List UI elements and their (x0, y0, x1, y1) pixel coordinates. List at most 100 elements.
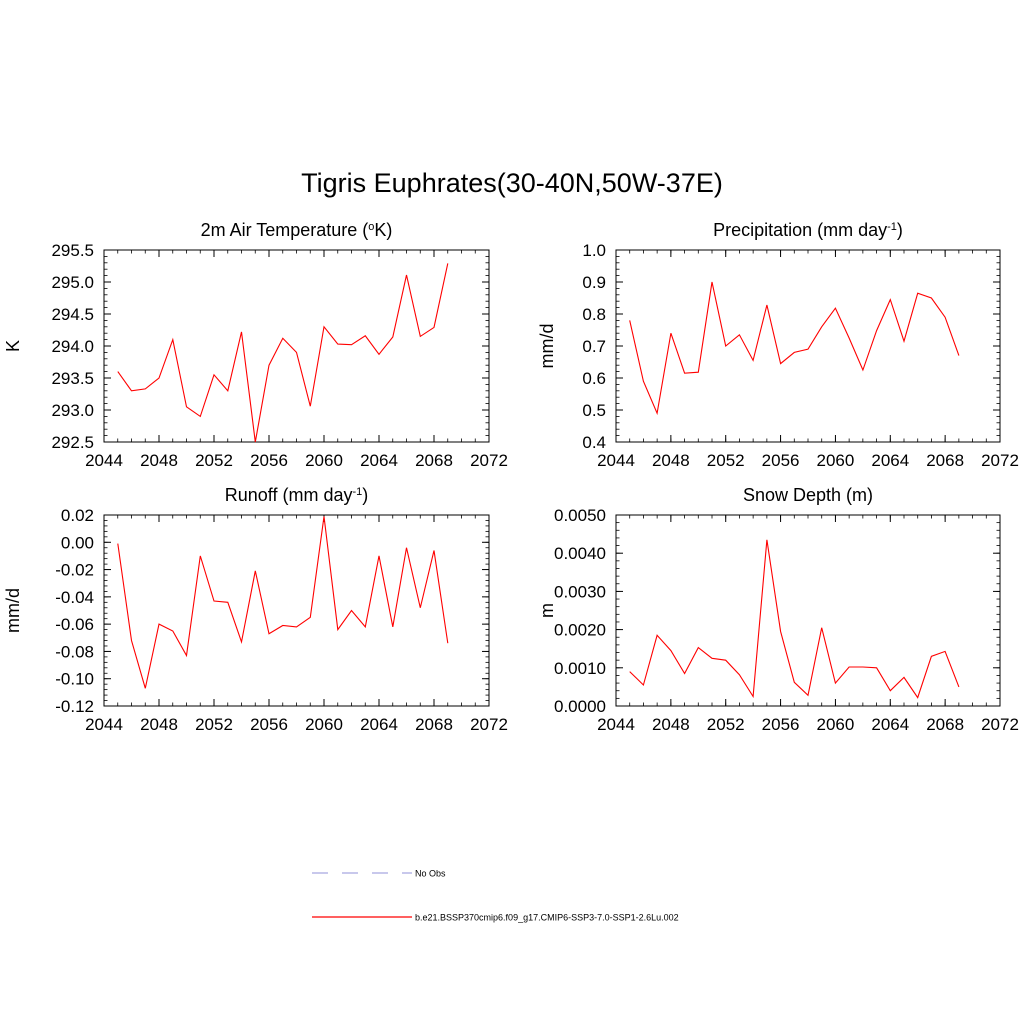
y-tick-label: 0.0040 (554, 544, 606, 563)
data-point (876, 667, 877, 668)
data-point (835, 308, 836, 309)
data-point (241, 641, 242, 642)
data-point (282, 338, 283, 339)
data-point (876, 330, 877, 331)
data-point (420, 607, 421, 608)
y-tick-label: 0.02 (61, 506, 94, 525)
x-tick-label: 2052 (195, 715, 233, 734)
x-tick-label: 2048 (652, 715, 690, 734)
data-point (268, 365, 269, 366)
data-point (753, 360, 754, 361)
data-point (739, 334, 740, 335)
data-point (351, 344, 352, 345)
data-point (365, 626, 366, 627)
y-tick-label: -0.10 (55, 670, 94, 689)
x-tick-label: 2068 (415, 715, 453, 734)
data-point (406, 547, 407, 548)
data-point (945, 317, 946, 318)
panel-2: 2044 2048 2052 2056 2060 2064 2068 2072 0.4 0.5 0.… (537, 220, 1019, 470)
data-point (958, 355, 959, 356)
x-tick-label: 2052 (707, 715, 745, 734)
data-point (447, 643, 448, 644)
y-axis-label: mm/d (3, 588, 23, 633)
x-tick-label: 2072 (470, 715, 508, 734)
data-point (684, 373, 685, 374)
data-point (753, 696, 754, 697)
data-point (807, 349, 808, 350)
data-point (117, 543, 118, 544)
y-tick-label: 0.5 (582, 401, 606, 420)
data-point (406, 274, 407, 275)
data-point (392, 336, 393, 337)
y-tick-label: 0.0030 (554, 582, 606, 601)
plot-frame (103, 249, 490, 443)
data-point (725, 660, 726, 661)
y-tick-label: 0.6 (582, 369, 606, 388)
y-tick-label: 295.5 (51, 241, 94, 260)
y-tick-label: 0.0020 (554, 621, 606, 640)
y-tick-label: -0.04 (55, 588, 94, 607)
x-tick-label: 2064 (360, 451, 398, 470)
series-line (117, 516, 449, 689)
data-point (794, 352, 795, 353)
data-point (131, 640, 132, 641)
data-point (698, 372, 699, 373)
data-point (698, 647, 699, 648)
data-point (643, 684, 644, 685)
x-tick-label: 2064 (871, 715, 909, 734)
x-tick-label: 2048 (652, 451, 690, 470)
data-point (849, 337, 850, 338)
y-tick-label: 293.0 (51, 401, 94, 420)
y-tick-label: 292.5 (51, 433, 94, 452)
data-point (890, 299, 891, 300)
x-tick-label: 2068 (415, 451, 453, 470)
y-tick-label: 0.7 (582, 337, 606, 356)
plot-frame (615, 514, 1001, 707)
y-axis-label: m (537, 603, 557, 618)
data-point (629, 320, 630, 321)
data-point (337, 343, 338, 344)
data-point (145, 388, 146, 389)
y-tick-label: 0.9 (582, 273, 606, 292)
x-tick-label: 2064 (871, 451, 909, 470)
y-tick-label: 0.0000 (554, 697, 606, 716)
data-point (351, 610, 352, 611)
plot-frame (103, 514, 490, 707)
x-tick-label: 2060 (305, 715, 343, 734)
data-point (657, 413, 658, 414)
data-point (145, 688, 146, 689)
x-tick-label: 2060 (305, 451, 343, 470)
panel-4: 2044 2048 2052 2056 2060 2064 2068 2072 0.0000 0.… (537, 485, 1019, 734)
panel-1: 2044 2048 2052 2056 2060 2064 2068 2072 292.5 293… (3, 220, 508, 470)
x-tick-label: 2068 (926, 715, 964, 734)
data-point (433, 550, 434, 551)
x-tick-label: 2048 (140, 715, 178, 734)
data-point (186, 406, 187, 407)
data-point (821, 627, 822, 628)
data-point (323, 516, 324, 517)
y-tick-label: -0.06 (55, 615, 94, 634)
x-tick-label: 2044 (85, 715, 123, 734)
y-tick-label: 0.8 (582, 305, 606, 324)
y-tick-label: -0.08 (55, 642, 94, 661)
data-point (670, 650, 671, 651)
data-point (657, 635, 658, 636)
data-point (378, 354, 379, 355)
data-point (903, 677, 904, 678)
plot-frame (615, 249, 1001, 443)
data-point (917, 697, 918, 698)
x-tick-label: 2044 (597, 451, 635, 470)
data-point (766, 304, 767, 305)
data-point (200, 555, 201, 556)
y-tick-label: -0.02 (55, 561, 94, 580)
x-tick-label: 2072 (981, 715, 1019, 734)
data-point (629, 671, 630, 672)
data-point (766, 539, 767, 540)
x-tick-label: 2068 (926, 451, 964, 470)
data-point (296, 352, 297, 353)
y-tick-label: 294.5 (51, 305, 94, 324)
data-point (213, 600, 214, 601)
data-point (643, 381, 644, 382)
y-tick-label: 1.0 (582, 241, 606, 260)
